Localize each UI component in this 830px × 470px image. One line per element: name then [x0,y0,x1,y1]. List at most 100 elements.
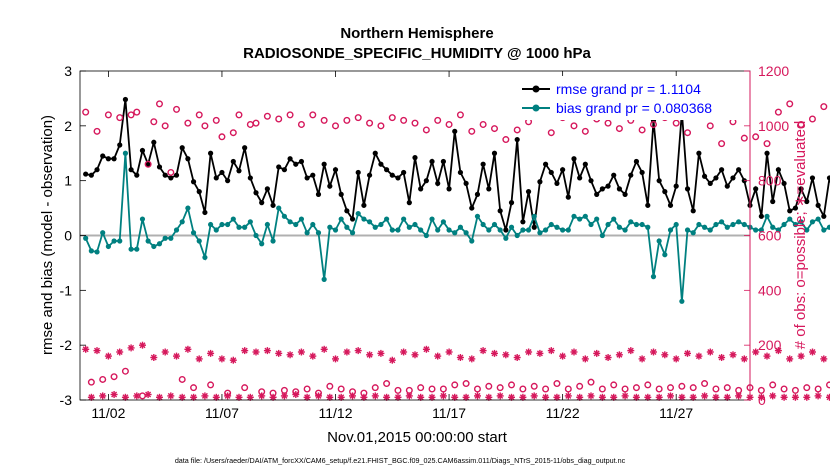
data-point [770,198,776,205]
asterisk-stroke [196,355,203,362]
asterisk-stroke [497,392,504,399]
data-point [792,221,799,228]
obs-evaluated-point [309,352,317,360]
obs-evaluated-point [400,348,408,356]
asterisk-stroke [758,394,765,401]
obs-possible-point [110,373,118,381]
asterisk-stroke [139,342,146,349]
data-point [219,169,225,176]
data-point [758,213,764,219]
obs-evaluated-point [485,393,493,401]
data-point [701,224,708,230]
data-point [469,205,475,211]
data-point [230,158,236,165]
data-point [366,219,373,225]
asterisk-stroke [258,392,265,399]
data-point [525,227,532,233]
data-point [423,232,429,239]
data-point [764,150,770,156]
data-point [276,164,282,170]
asterisk-stroke [712,394,719,401]
y-left-tick-label: 2 [64,118,72,134]
data-point [185,156,191,162]
obs-possible-point [229,129,237,137]
obs-possible-point [462,380,470,388]
obs-evaluated-point [826,393,830,401]
obs-possible-point [513,126,521,134]
asterisk-stroke [224,392,231,399]
data-point [588,221,594,228]
obs-possible-point [371,384,379,392]
asterisk-stroke [298,349,305,355]
obs-possible-point [570,122,578,130]
data-point [798,219,804,225]
obs-evaluated-point [411,351,419,359]
obs-possible-point [530,382,538,390]
data-point [781,180,787,187]
data-point [406,224,412,230]
obs-evaluated-point [241,347,249,355]
data-point [100,153,106,159]
asterisk-stroke [622,392,629,399]
data-point [537,230,543,236]
data-point [111,238,117,244]
obs-evaluated-point [263,347,271,355]
data-point [344,208,350,214]
obs-evaluated-point [496,392,504,400]
obs-evaluated-point [706,348,714,356]
obs-possible-point [167,168,175,176]
obs-evaluated-point [587,392,595,400]
data-point [707,227,713,233]
obs-evaluated-point [701,392,709,400]
asterisk-stroke [207,350,214,357]
data-point [707,180,713,187]
obs-possible-point [496,384,504,392]
data-point [173,227,180,233]
data-point [327,183,333,189]
data-point [775,167,781,173]
data-point [276,205,282,211]
obs-possible-point [485,382,493,390]
data-point [304,230,310,236]
obs-possible-point [87,378,95,386]
obs-evaluated-point [650,348,657,356]
obs-evaluated-point [439,392,447,400]
obs-possible-point [150,118,158,126]
asterisk-stroke [111,391,118,398]
data-point [321,161,327,167]
data-point [605,183,611,189]
data-point [696,150,702,156]
data-point [349,216,356,222]
data-point [724,183,730,189]
data-point [389,172,395,178]
y-left-tick-label: -2 [60,337,73,353]
data-point [690,208,696,214]
obs-possible-point [542,385,550,393]
data-point [758,227,764,233]
obs-evaluated-point [127,344,135,352]
data-point [344,224,350,230]
asterisk-stroke [644,394,651,401]
obs-evaluated-point [735,392,743,400]
x-tick-label: 11/12 [319,405,353,421]
asterisk-stroke [690,394,697,401]
data-point [588,178,594,184]
asterisk-stroke [684,350,691,357]
obs-possible-point [343,116,351,124]
obs-evaluated-point [161,348,169,356]
obs-evaluated-point [638,355,646,363]
asterisk-stroke [661,351,668,358]
obs-evaluated-point [474,392,481,400]
obs-evaluated-point [803,393,811,401]
data-point [463,230,469,236]
data-point [804,198,810,205]
data-point [190,179,197,185]
obs-evaluated-point [667,392,674,400]
data-point [378,221,384,228]
data-point [525,189,532,195]
obs-possible-point [184,119,192,127]
data-point [156,164,163,170]
obs-possible-point [178,375,186,383]
asterisk-stroke [281,392,288,399]
obs-possible-point [400,116,408,124]
